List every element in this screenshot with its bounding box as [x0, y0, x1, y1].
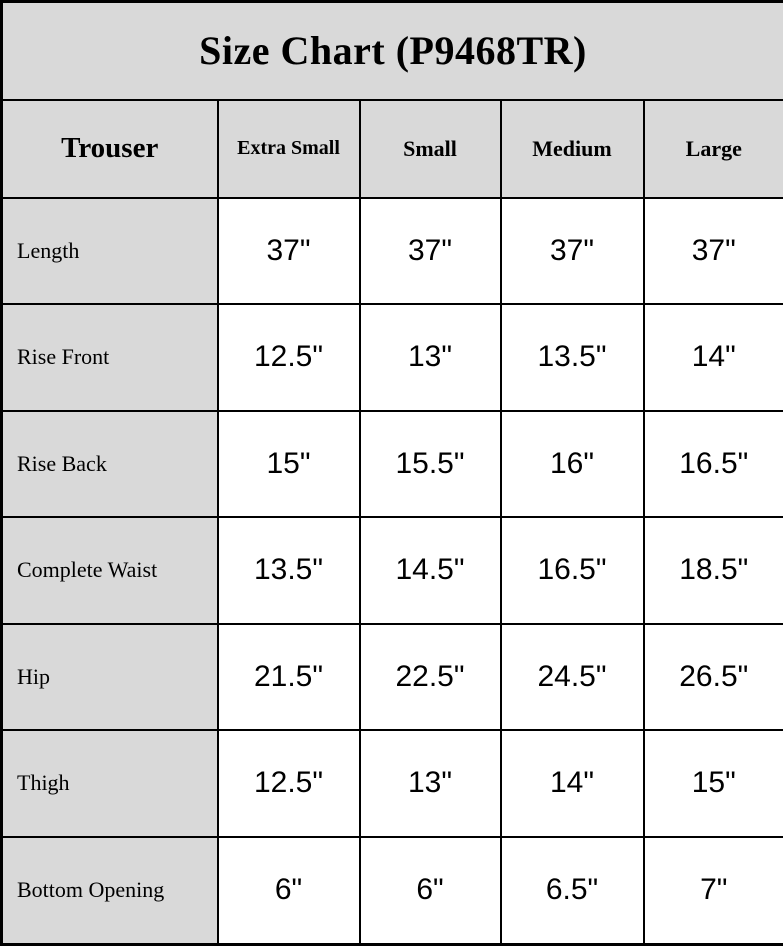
cell-value: 14": [499, 729, 645, 838]
cell-value: 15": [216, 409, 361, 518]
table-row-thigh: Thigh 12.5" 13" 14" 15": [0, 729, 783, 838]
cell-value: 26.5": [642, 622, 783, 731]
table-row-rise-front: Rise Front 12.5" 13" 13.5" 14": [0, 303, 783, 412]
cell-value: 37": [358, 196, 502, 305]
cell-value: 15.5": [358, 409, 502, 518]
title-row: Size Chart (P9468TR): [0, 0, 783, 101]
cell-value: 13.5": [499, 303, 645, 412]
cell-value: 6.5": [499, 835, 645, 946]
column-header-large: Large: [642, 98, 783, 199]
cell-value: 12.5": [216, 303, 361, 412]
cell-value: 14": [642, 303, 783, 412]
row-label: Thigh: [0, 729, 219, 838]
cell-value: 7": [642, 835, 783, 946]
cell-value: 13": [358, 303, 502, 412]
cell-value: 16": [499, 409, 645, 518]
cell-value: 6": [358, 835, 502, 946]
row-label: Complete Waist: [0, 516, 219, 625]
column-header-small: Small: [358, 98, 502, 199]
cell-value: 37": [642, 196, 783, 305]
cell-value: 24.5": [499, 622, 645, 731]
cell-value: 37": [499, 196, 645, 305]
cell-value: 18.5": [642, 516, 783, 625]
cell-value: 15": [642, 729, 783, 838]
column-header-medium: Medium: [499, 98, 645, 199]
table-row-bottom-opening: Bottom Opening 6" 6" 6.5" 7": [0, 835, 783, 946]
table-row-hip: Hip 21.5" 22.5" 24.5" 26.5": [0, 622, 783, 731]
chart-title: Size Chart (P9468TR): [0, 0, 783, 101]
row-label: Length: [0, 196, 219, 305]
row-label: Hip: [0, 622, 219, 731]
cell-value: 21.5": [216, 622, 361, 731]
cell-value: 16.5": [642, 409, 783, 518]
table-row-rise-back: Rise Back 15" 15.5" 16" 16.5": [0, 409, 783, 518]
table-row-complete-waist: Complete Waist 13.5" 14.5" 16.5" 18.5": [0, 516, 783, 625]
cell-value: 14.5": [358, 516, 502, 625]
cell-value: 22.5": [358, 622, 502, 731]
row-label: Bottom Opening: [0, 835, 219, 946]
table-row-length: Length 37" 37" 37" 37": [0, 196, 783, 305]
column-header-extra-small: Extra Small: [216, 98, 361, 199]
cell-value: 37": [216, 196, 361, 305]
header-row: Trouser Extra Small Small Medium Large: [0, 98, 783, 199]
cell-value: 13.5": [216, 516, 361, 625]
corner-header-trouser: Trouser: [0, 98, 219, 199]
cell-value: 13": [358, 729, 502, 838]
cell-value: 12.5": [216, 729, 361, 838]
row-label: Rise Front: [0, 303, 219, 412]
cell-value: 16.5": [499, 516, 645, 625]
row-label: Rise Back: [0, 409, 219, 518]
cell-value: 6": [216, 835, 361, 946]
